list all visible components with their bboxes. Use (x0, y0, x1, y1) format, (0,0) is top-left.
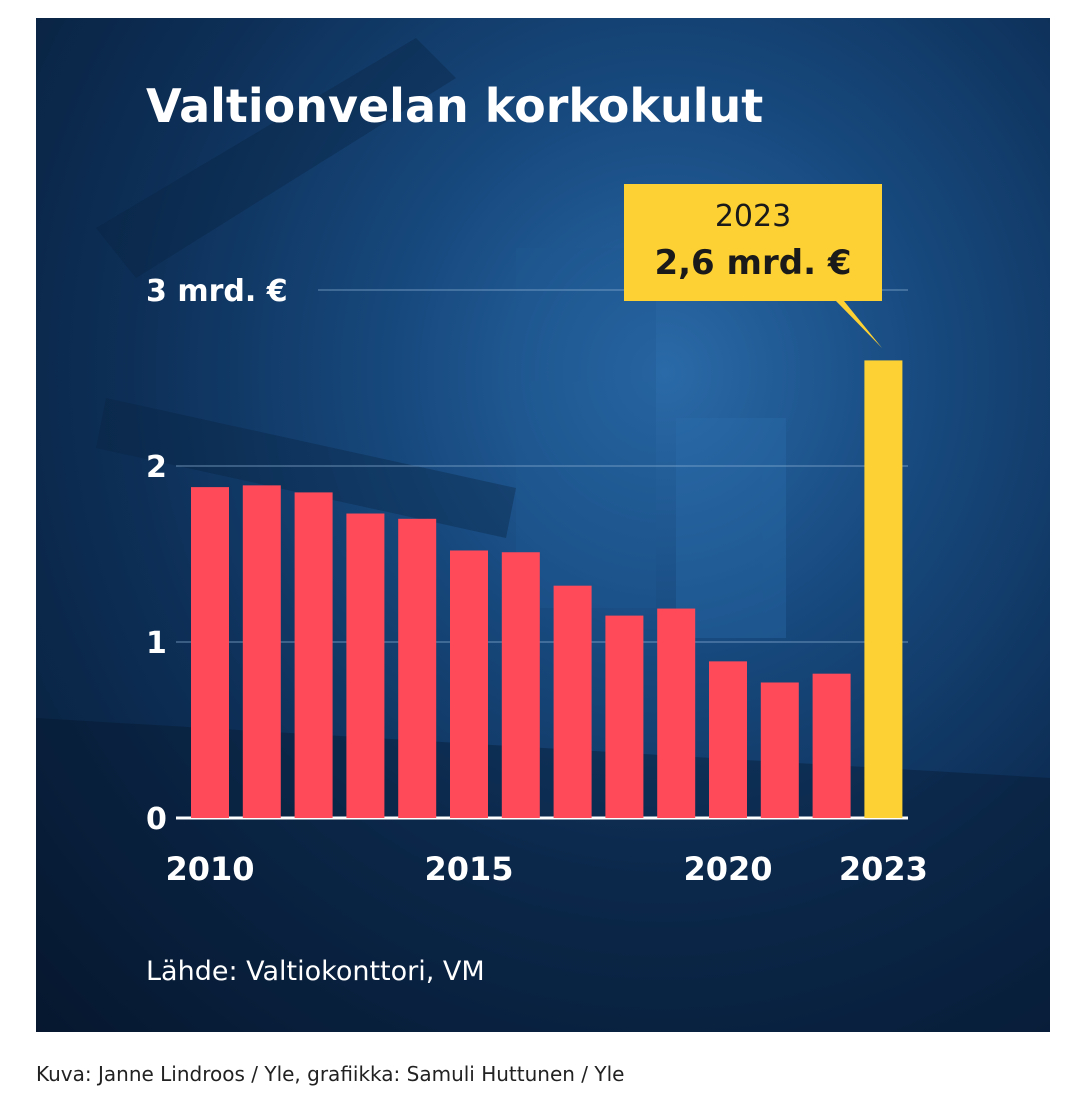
bar-2011 (242, 485, 281, 818)
bar-2018 (605, 615, 644, 818)
background-decor (36, 38, 1050, 1032)
bar-2020 (709, 661, 747, 818)
callout-year: 2023 (715, 199, 791, 234)
callout-value: 2,6 mrd. € (654, 243, 851, 283)
x-tick-label: 2020 (683, 850, 772, 888)
callout-box (624, 184, 882, 348)
bar-2022 (812, 673, 851, 818)
bar-2019 (657, 608, 696, 818)
bar-2021 (760, 682, 799, 818)
x-tick-label: 2023 (839, 850, 928, 888)
y-tick-label: 3 mrd. € (146, 274, 288, 309)
bar-2012 (294, 492, 333, 818)
bar-chart: 0 1 2 3 mrd. € 2010 2015 2020 2023 Valtionvelan… (36, 38, 1050, 1032)
x-tick-label: 2010 (165, 850, 254, 888)
image-caption: Kuva: Janne Lindroos / Yle, grafiikka: S… (36, 1062, 625, 1086)
chart-title: Valtionvelan korkokulut (146, 79, 763, 133)
y-tick-label: 0 (146, 802, 167, 837)
x-tick-label: 2015 (424, 850, 513, 888)
bar-2014 (398, 518, 437, 818)
bar-2013 (346, 513, 385, 818)
chart-panel: 0 1 2 3 mrd. € 2010 2015 2020 2023 Valtionvelan… (36, 18, 1050, 1032)
y-tick-label: 2 (146, 450, 167, 485)
bar-2015 (450, 550, 488, 818)
source-label: Lähde: Valtiokonttori, VM (146, 956, 485, 987)
y-tick-label: 1 (146, 626, 167, 661)
bar-2017 (553, 585, 592, 818)
bar-2010 (191, 487, 229, 818)
bar-2023 (864, 360, 903, 818)
callout: 2023 2,6 mrd. € (624, 184, 882, 348)
bar-2016 (501, 552, 540, 818)
